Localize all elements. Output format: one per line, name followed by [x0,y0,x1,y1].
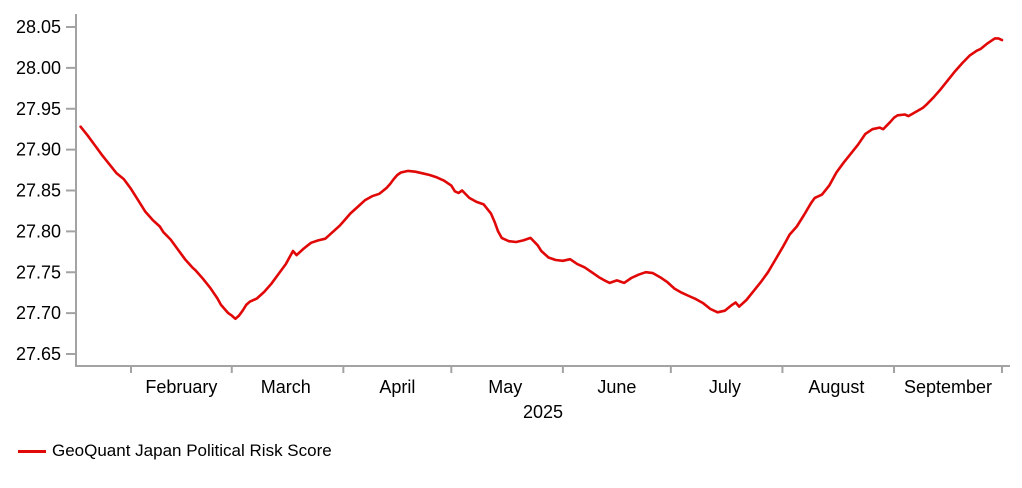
x-tick-label: March [261,377,311,397]
y-tick-label: 28.00 [16,58,61,78]
y-tick-label: 27.90 [16,140,61,160]
y-tick-label: 27.70 [16,303,61,323]
legend-line-swatch-icon [18,449,46,453]
x-tick-label: July [709,377,741,397]
y-tick-label: 27.65 [16,344,61,364]
x-tick-label: September [904,377,992,397]
x-tick-label: August [808,377,864,397]
x-tick-label: June [597,377,636,397]
x-tick-label: April [379,377,415,397]
legend: GeoQuant Japan Political Risk Score [18,441,332,461]
y-tick-label: 27.85 [16,181,61,201]
y-tick-label: 27.80 [16,221,61,241]
x-axis-year-label: 2025 [523,402,563,422]
x-tick-label: May [488,377,522,397]
y-tick-label: 28.05 [16,17,61,37]
x-tick-label: February [145,377,217,397]
y-tick-label: 27.95 [16,99,61,119]
legend-series-label: GeoQuant Japan Political Risk Score [52,441,332,460]
risk-score-line-series [79,37,1004,321]
y-tick-label: 27.75 [16,262,61,282]
